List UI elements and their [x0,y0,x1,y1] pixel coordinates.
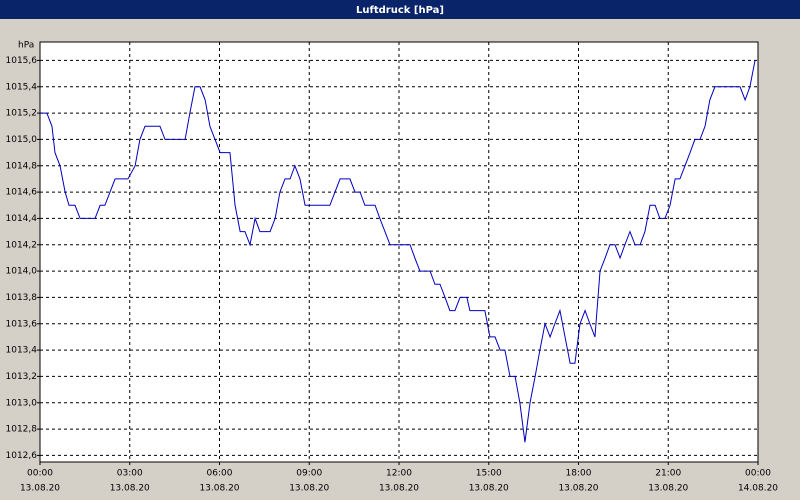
x-tick-date: 14.08.20 [738,484,778,494]
y-tick-label: 1015,2 [6,109,38,119]
x-tick-date: 13.08.20 [289,484,329,494]
x-tick-date: 13.08.20 [379,484,419,494]
data-line [40,60,756,443]
x-tick-label: 06:00 [207,469,233,479]
y-tick-label: 1013,0 [6,398,38,408]
x-tick-date: 13.08.20 [558,484,598,494]
x-tick-date: 13.08.20 [20,484,60,494]
y-tick-label: 1013,4 [6,346,38,356]
x-tick-date: 13.08.20 [648,484,688,494]
x-tick-label: 03:00 [117,469,143,479]
y-tick-label: 1015,4 [6,82,38,92]
x-tick-label: 00:00 [745,469,771,479]
y-tick-label: 1013,6 [6,319,38,329]
x-tick-label: 18:00 [566,469,592,479]
y-tick-label: 1012,8 [6,425,38,435]
x-tick-label: 21:00 [655,469,681,479]
y-tick-label: 1013,8 [6,293,38,303]
x-tick-date: 13.08.20 [110,484,150,494]
y-tick-label: 1015,6 [6,56,38,66]
y-tick-label: 1013,2 [6,372,38,382]
y-tick-label: 1014,2 [6,240,38,250]
y-tick-label: 1014,0 [6,267,38,277]
x-tick-date: 13.08.20 [469,484,509,494]
x-tick-label: 15:00 [476,469,502,479]
y-axis-label: hPa [18,41,34,51]
y-tick-label: 1015,0 [6,135,38,145]
y-tick-label: 1014,8 [6,161,38,171]
y-tick-label: 1014,4 [6,214,38,224]
title-bar [0,0,800,19]
x-tick-label: 09:00 [296,469,322,479]
x-tick-label: 00:00 [27,469,53,479]
y-tick-label: 1014,6 [6,188,38,198]
y-tick-label: 1012,6 [6,451,38,461]
chart-title: Luftdruck [hPa] [356,5,444,16]
x-tick-date: 13.08.20 [199,484,239,494]
x-tick-label: 12:00 [386,469,412,479]
